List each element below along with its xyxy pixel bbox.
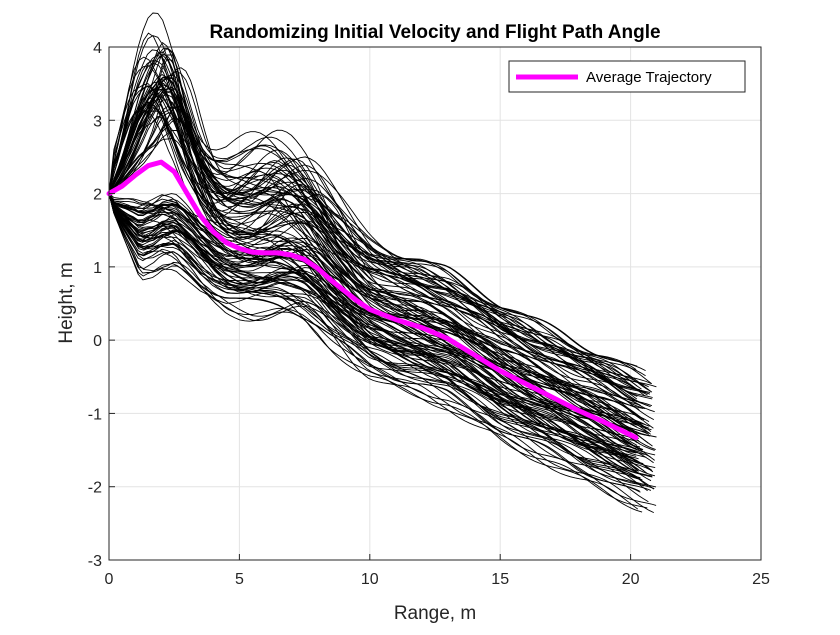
trajectory-line <box>108 193 639 472</box>
y-tick-label: 3 <box>93 113 102 130</box>
trajectory-line <box>108 193 639 472</box>
trajectory-line <box>108 193 637 454</box>
average-trajectory-line <box>106 159 639 441</box>
y-tick-label: 4 <box>93 40 102 57</box>
trajectory-line <box>108 67 638 387</box>
trajectory-line <box>108 79 651 393</box>
trajectory-line <box>108 117 652 431</box>
average-trajectory-group <box>106 159 639 441</box>
trajectory-line <box>108 193 651 471</box>
trajectory-line <box>108 12 646 372</box>
trajectory-line <box>108 77 650 422</box>
trajectory-line <box>108 47 642 390</box>
x-tick-label: 20 <box>622 571 640 588</box>
trajectory-line <box>108 193 643 481</box>
y-axis-label: Height, m <box>56 262 77 343</box>
axis-ticks: 0 5 10 15 20 25 -3 -2 -1 0 1 2 3 4 <box>88 40 770 588</box>
trajectory-line <box>108 193 639 460</box>
trajectory-line <box>108 193 648 492</box>
chart-title: Randomizing Initial Velocity and Flight … <box>209 22 660 43</box>
x-tick-label: 10 <box>361 571 379 588</box>
x-tick-label: 0 <box>105 571 114 588</box>
trajectory-line <box>108 193 639 510</box>
trajectory-line <box>108 193 644 465</box>
trajectory-line <box>108 193 638 444</box>
trajectory-line <box>108 89 651 437</box>
trajectory-line <box>108 193 654 473</box>
trajectory-line <box>108 76 649 407</box>
trajectory-line <box>108 103 643 421</box>
trajectory-line <box>108 193 638 461</box>
legend: Average Trajectory <box>508 60 746 93</box>
trajectory-line <box>108 193 654 514</box>
trajectory-line <box>108 193 657 506</box>
x-tick-label: 25 <box>752 571 770 588</box>
legend-label-average-trajectory: Average Trajectory <box>586 69 712 86</box>
trajectory-line <box>108 112 657 438</box>
trajectory-line <box>108 193 657 488</box>
y-tick-label: 0 <box>93 333 102 350</box>
trajectory-line <box>108 62 655 420</box>
y-tick-label: -3 <box>88 553 102 570</box>
x-tick-label: 15 <box>491 571 509 588</box>
trajectory-line <box>108 85 647 430</box>
trajectory-line <box>108 70 638 367</box>
trajectory-lines <box>108 12 657 514</box>
trajectory-line <box>108 193 655 490</box>
trajectory-line <box>108 193 643 513</box>
y-tick-label: 2 <box>93 187 102 204</box>
trajectory-line <box>108 74 646 397</box>
trajectory-line <box>108 193 638 480</box>
axes-box <box>108 46 762 561</box>
trajectory-line <box>108 193 640 492</box>
y-tick-label: -2 <box>88 480 102 497</box>
trajectory-line <box>108 137 651 435</box>
trajectory-line <box>108 193 648 474</box>
trajectory-line <box>108 193 652 491</box>
trajectory-line <box>108 76 653 393</box>
y-tick-label: -1 <box>88 406 102 423</box>
x-tick-label: 5 <box>235 571 244 588</box>
x-axis-label: Range, m <box>394 603 476 624</box>
y-tick-label: 1 <box>93 260 102 277</box>
